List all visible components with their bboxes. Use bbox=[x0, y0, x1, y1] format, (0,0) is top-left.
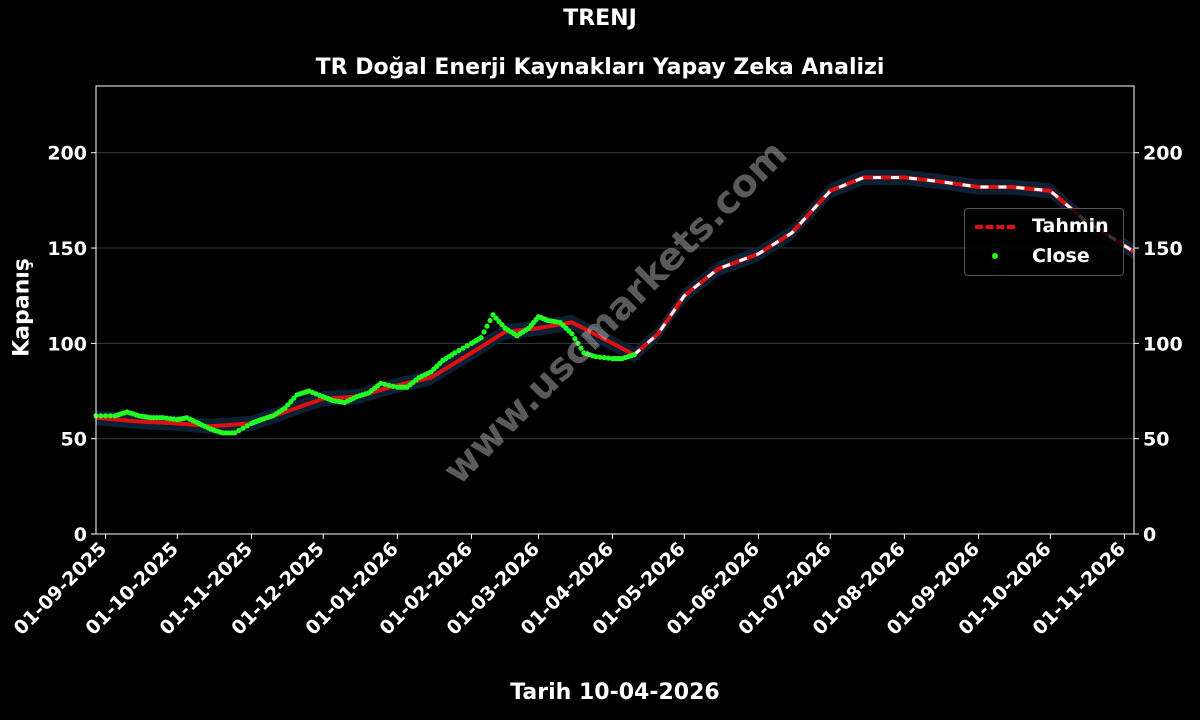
y-tick-label: 0 bbox=[74, 524, 87, 546]
close-point bbox=[236, 427, 242, 434]
chart-title: TRENJ bbox=[563, 6, 637, 31]
x-axis-label: Tarih 10-04-2026 bbox=[510, 680, 720, 705]
y-tick-label: 50 bbox=[61, 429, 87, 451]
close-point bbox=[452, 350, 458, 356]
close-point bbox=[481, 329, 487, 335]
close-point bbox=[244, 423, 250, 429]
close-point bbox=[597, 354, 603, 360]
legend: Tahmin Close bbox=[964, 208, 1124, 276]
close-point bbox=[291, 395, 297, 401]
legend-line-swatch bbox=[975, 225, 1015, 229]
close-point bbox=[464, 343, 470, 349]
plot-frame bbox=[95, 85, 1135, 535]
close-point bbox=[386, 382, 392, 388]
close-point bbox=[285, 402, 291, 408]
close-point bbox=[605, 355, 612, 361]
y-tick-label-right: 0 bbox=[1143, 524, 1156, 546]
close-point bbox=[390, 383, 396, 389]
legend-item-close: Close bbox=[965, 243, 1123, 271]
y-tick-label: 200 bbox=[47, 143, 87, 165]
close-point bbox=[490, 312, 496, 318]
legend-item-tahmin: Tahmin bbox=[965, 213, 1123, 241]
chart-subtitle: TR Doğal Enerji Kaynakları Yapay Zeka An… bbox=[315, 55, 885, 80]
y-tick-label: 150 bbox=[47, 238, 87, 260]
close-point bbox=[499, 322, 505, 328]
close-point bbox=[478, 335, 484, 341]
legend-label: Close bbox=[1032, 245, 1090, 267]
close-point bbox=[493, 315, 499, 321]
legend-dot-swatch bbox=[992, 253, 998, 259]
y-tick-label-right: 150 bbox=[1143, 238, 1183, 260]
close-point bbox=[575, 340, 581, 346]
close-point bbox=[232, 430, 238, 436]
close-point bbox=[487, 317, 493, 324]
y-tick-label-right: 50 bbox=[1143, 429, 1169, 451]
close-point bbox=[496, 318, 502, 325]
close-point bbox=[460, 345, 466, 351]
close-point bbox=[569, 331, 575, 337]
close-point bbox=[240, 425, 246, 431]
close-point bbox=[107, 413, 113, 419]
close-point bbox=[282, 405, 288, 411]
close-point bbox=[382, 381, 388, 387]
close-point bbox=[378, 380, 384, 386]
close-point bbox=[456, 347, 462, 354]
close-point bbox=[593, 354, 599, 360]
close-point bbox=[484, 323, 490, 329]
y-tick-label-right: 100 bbox=[1143, 333, 1183, 355]
legend-label: Tahmin bbox=[1032, 215, 1109, 237]
y-tick-label-right: 200 bbox=[1143, 143, 1183, 165]
close-point bbox=[631, 352, 637, 358]
close-point bbox=[98, 413, 104, 419]
forecast-band bbox=[96, 169, 1134, 434]
forecast-line-future bbox=[633, 176, 1135, 356]
close-point bbox=[102, 413, 109, 419]
close-point bbox=[601, 355, 607, 361]
close-point bbox=[288, 398, 294, 405]
y-tick-label: 100 bbox=[47, 333, 87, 355]
close-point bbox=[578, 345, 584, 351]
close-point bbox=[572, 335, 578, 342]
